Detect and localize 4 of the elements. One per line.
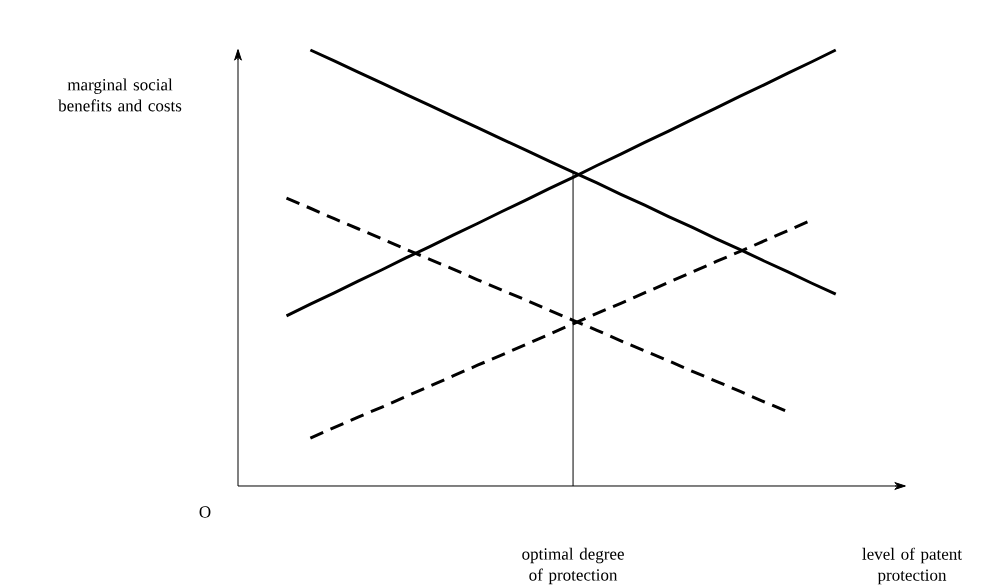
text: O <box>199 506 211 518</box>
text: marginal social benefits and costs <box>58 78 182 112</box>
text: optimal degree of protection <box>522 547 624 585</box>
x-axis-title: level of patent protection <box>862 547 962 585</box>
